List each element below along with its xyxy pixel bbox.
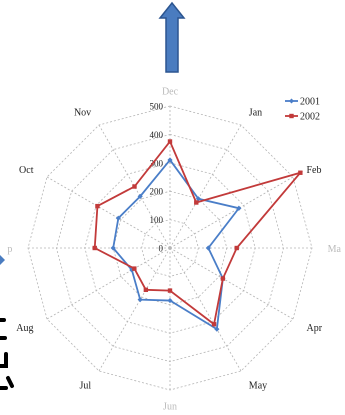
grid-spoke xyxy=(169,124,242,249)
category-label: May xyxy=(249,381,267,392)
series-point xyxy=(214,326,220,332)
radial-tick-label: 500 xyxy=(150,102,164,112)
category-label: Ma xyxy=(328,244,342,255)
category-label: Feb xyxy=(307,165,322,176)
series-2002 xyxy=(92,139,303,327)
series-point xyxy=(211,322,217,327)
series-line xyxy=(93,139,303,326)
legend-marker xyxy=(289,98,294,104)
series-point xyxy=(167,288,173,293)
series-point xyxy=(298,170,303,175)
series-point xyxy=(194,200,199,205)
radar-chart: 0 100 200 300 400 500 Dec Jan Feb Ma Apr May Jun Jul A… xyxy=(7,86,342,412)
category-label: Aug xyxy=(16,323,33,334)
series-point xyxy=(110,245,116,251)
series-point xyxy=(236,205,242,211)
radial-tick-label: 100 xyxy=(150,215,164,225)
series-point xyxy=(132,184,137,189)
legend: 2001 2002 xyxy=(285,97,320,123)
series-point xyxy=(167,157,173,163)
legend-label: 2002 xyxy=(300,112,320,123)
left-blue-marker xyxy=(0,255,5,265)
series-point xyxy=(205,245,211,251)
category-label: Jul xyxy=(80,381,92,392)
radar-grid xyxy=(27,105,313,391)
series-point xyxy=(95,203,100,209)
category-label: Jan xyxy=(249,107,262,118)
series-point xyxy=(137,297,143,303)
legend-marker xyxy=(289,113,294,119)
category-label: Dec xyxy=(162,86,179,97)
series-point xyxy=(220,276,226,281)
up-arrow-icon xyxy=(158,1,186,73)
series-point xyxy=(115,215,121,221)
series-point xyxy=(137,193,143,199)
category-label: Jun xyxy=(163,402,177,410)
series-line xyxy=(112,158,241,331)
category-label: Apr xyxy=(307,323,323,334)
category-label: Oct xyxy=(19,165,34,176)
grid-spoke xyxy=(169,247,242,372)
series-point xyxy=(234,245,239,251)
grid-spoke xyxy=(46,247,171,320)
radial-tick-label: 400 xyxy=(150,130,164,140)
grid-spoke xyxy=(169,176,294,249)
left-clip-art-strokes xyxy=(0,318,14,390)
radial-tick-label: 200 xyxy=(150,187,164,197)
radial-tick-label: 300 xyxy=(150,158,164,168)
series-point xyxy=(143,287,149,293)
series-point xyxy=(129,267,135,273)
category-label: p xyxy=(7,244,12,255)
legend-label: 2001 xyxy=(300,97,320,108)
left-clip-art xyxy=(0,255,14,390)
series-point xyxy=(132,266,137,271)
series-point xyxy=(167,139,173,144)
series-point xyxy=(92,245,97,251)
series-point xyxy=(195,196,201,202)
category-label: Nov xyxy=(74,107,91,118)
series-point xyxy=(167,297,173,304)
radial-tick-label: 0 xyxy=(159,244,164,254)
series-2001 xyxy=(110,157,242,332)
